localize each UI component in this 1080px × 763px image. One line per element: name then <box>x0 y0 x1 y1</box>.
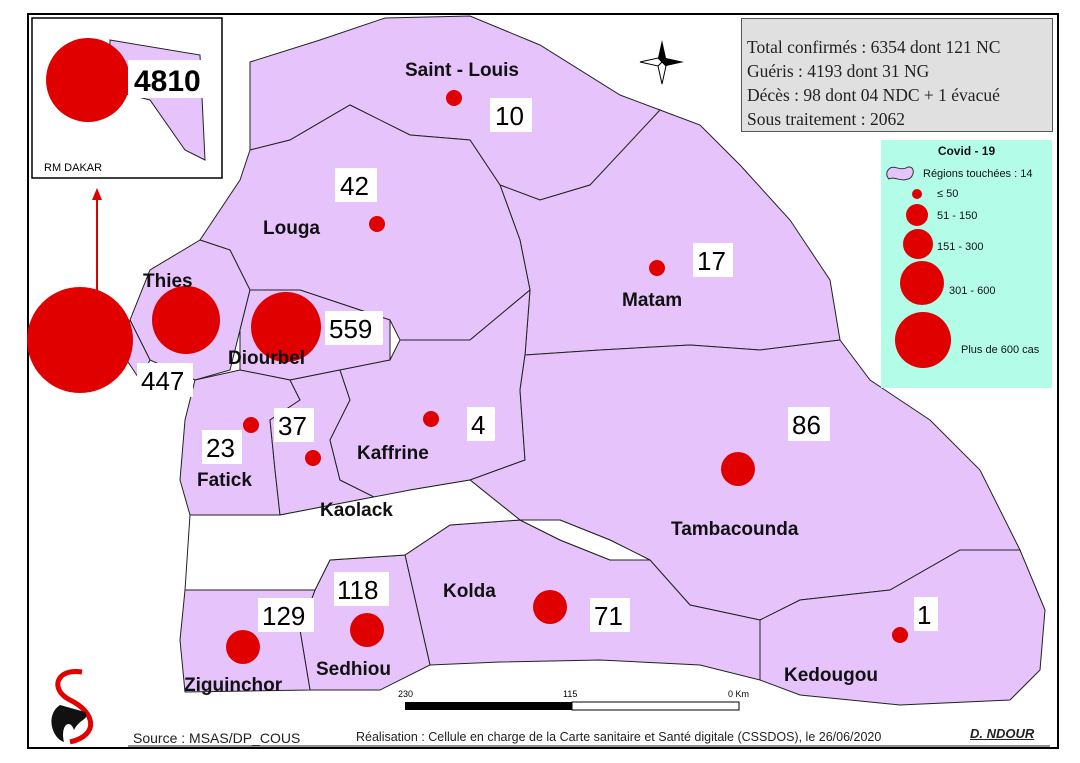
legend-title: Covid - 19 <box>937 144 996 158</box>
case-circles <box>27 90 908 664</box>
label-kolda: Kolda <box>443 581 496 602</box>
compass-rose-icon <box>639 40 684 85</box>
circle-tambacounda <box>721 452 755 486</box>
inset-value: 4810 <box>134 65 201 98</box>
gambia-area <box>184 479 651 591</box>
scale-bar-white <box>571 701 740 711</box>
circle-ziguinchor <box>226 630 260 664</box>
stat-deaths: Décès : 98 dont 04 NDC + 1 évacué <box>747 85 1000 105</box>
circle-kedougou <box>892 627 908 643</box>
legend-class-2: 51 - 150 <box>937 210 978 222</box>
circle-sedhiou <box>350 613 384 647</box>
circle-kaolack <box>305 450 321 466</box>
circle-fatick <box>243 417 259 433</box>
cases-matam: 17 <box>697 246 726 276</box>
legend-regions: Régions touchées : 14 <box>923 168 1033 180</box>
circle-saint-louis <box>446 90 462 106</box>
cases-diourbel: 559 <box>329 314 372 344</box>
cases-kaffrine: 4 <box>471 410 485 440</box>
label-saint-louis: Saint - Louis <box>405 60 519 81</box>
dakar-inset-circle <box>46 38 130 122</box>
cases-kedougou: 1 <box>917 600 931 630</box>
stat-recovered: Guéris : 4193 dont 31 NG <box>747 61 930 81</box>
circle-matam <box>649 260 665 276</box>
circle-thies <box>152 286 220 354</box>
region-shape-icon <box>886 166 914 181</box>
arrow-head-icon <box>92 188 102 200</box>
label-kaolack: Kaolack <box>320 500 393 521</box>
label-diourbel: Diourbel <box>228 348 305 369</box>
legend: Covid - 19 Régions touchées : 14 ≤ 50 51… <box>881 140 1052 388</box>
circle-louga <box>369 216 385 232</box>
footer-source: Source : MSAS/DP_COUS <box>133 730 301 746</box>
footer-author: D. NDOUR <box>970 726 1035 741</box>
circle-diourbel <box>251 292 321 362</box>
cases-tambacounda: 86 <box>792 410 821 440</box>
stat-total: Total confirmés : 6354 dont 121 NC <box>747 37 1001 57</box>
label-louga: Louga <box>263 218 320 239</box>
scale-tick-115: 115 <box>563 689 577 699</box>
label-thies: Thies <box>143 271 193 292</box>
legend-circles <box>895 189 951 368</box>
ministry-logo <box>51 669 94 745</box>
cases-kolda: 71 <box>594 601 623 631</box>
cases-kaolack: 37 <box>278 411 307 441</box>
inset-value-bg <box>128 60 206 98</box>
label-ziguinchor: Ziguinchor <box>184 675 283 696</box>
stat-under-treatment: Sous traitement : 2062 <box>747 109 905 129</box>
circle-dakar <box>27 287 133 393</box>
cases-fatick: 23 <box>206 433 235 463</box>
scale-tick-230: 230 <box>398 689 413 699</box>
label-kaffrine: Kaffrine <box>357 443 429 464</box>
scale-bar-black <box>405 702 572 710</box>
legend-class-5: Plus de 600 cas <box>961 344 1040 356</box>
cases-ziguinchor: 129 <box>262 601 305 631</box>
cases-saint-louis: 10 <box>495 101 524 131</box>
inset-label: RM DAKAR <box>44 162 102 174</box>
label-kedougou: Kedougou <box>784 665 878 686</box>
label-sedhiou: Sedhiou <box>316 659 391 680</box>
scale-tick-0: 0 Km <box>728 689 749 699</box>
legend-class-3: 151 - 300 <box>937 241 984 253</box>
label-matam: Matam <box>622 290 682 311</box>
stats-box: Total confirmés : 6354 dont 121 NC Guéri… <box>741 18 1053 132</box>
cases-louga: 42 <box>340 171 369 201</box>
cases-thies: 447 <box>141 366 184 396</box>
circle-kaffrine <box>423 411 439 427</box>
label-tambacounda: Tambacounda <box>671 519 799 540</box>
cases-sedhiou: 118 <box>337 575 378 605</box>
legend-class-1: ≤ 50 <box>937 188 959 200</box>
label-fatick: Fatick <box>197 470 252 491</box>
circle-kolda <box>533 590 567 624</box>
legend-class-4: 301 - 600 <box>949 285 996 297</box>
footer-credit: Réalisation : Cellule en charge de la Ca… <box>356 730 882 744</box>
